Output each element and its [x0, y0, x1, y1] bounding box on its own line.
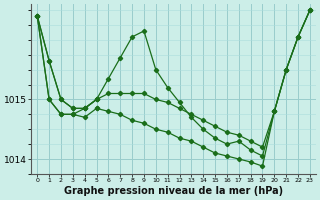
- X-axis label: Graphe pression niveau de la mer (hPa): Graphe pression niveau de la mer (hPa): [64, 186, 283, 196]
